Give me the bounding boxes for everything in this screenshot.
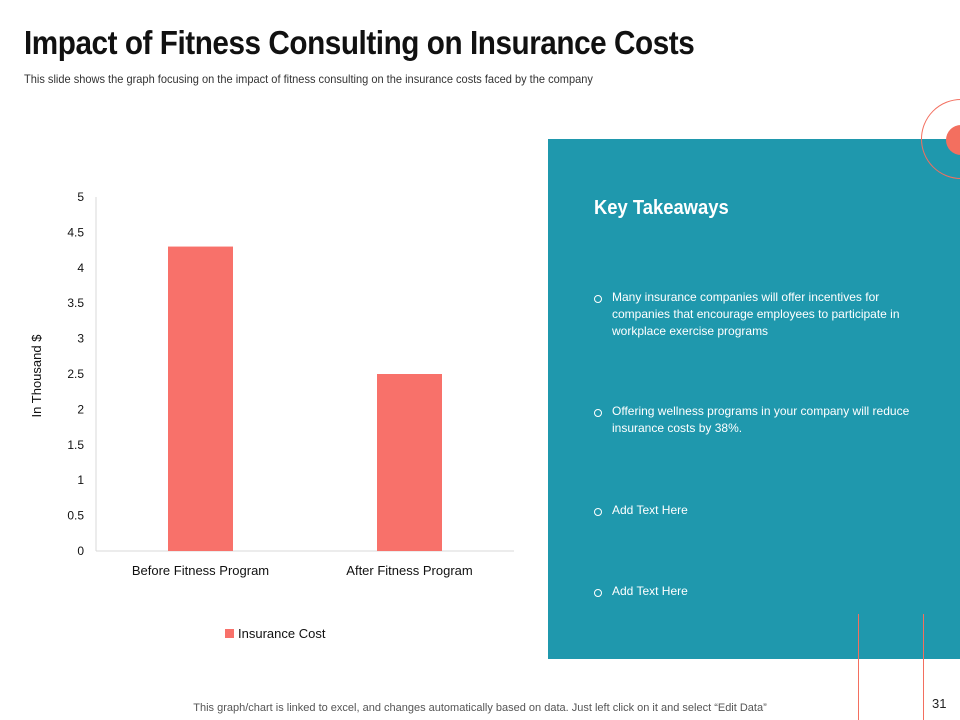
decorative-line [923,614,924,720]
takeaway-item: Offering wellness programs in your compa… [594,403,924,437]
takeaway-text: Offering wellness programs in your compa… [612,404,910,435]
y-tick-label: 2 [77,402,84,416]
insurance-cost-bar-chart[interactable]: 0 0.5 1 1.5 2 2.5 3 3.5 4 4.5 5 In Thousand $ Before… [0,180,530,660]
decorative-line [858,614,859,720]
y-tick-label: 4.5 [67,225,84,239]
y-tick-label: 1.5 [67,438,84,452]
decorative-dot [946,125,960,155]
y-tick-label: 0 [77,544,84,558]
bar [377,374,442,551]
y-tick-label: 4 [77,261,84,275]
y-tick-label: 3.5 [67,296,84,310]
y-tick-label: 0.5 [67,509,84,523]
panel-title: Key Takeaways [594,197,729,219]
bullet-icon [594,589,602,597]
footer-note: This graph/chart is linked to excel, and… [193,702,767,714]
page-number: 31 [932,696,947,711]
slide-title: Impact of Fitness Consulting on Insuranc… [24,24,695,61]
y-tick-label: 5 [77,190,84,204]
y-tick-label: 1 [77,473,84,487]
takeaway-text: Add Text Here [612,503,688,517]
bullet-icon [594,295,602,303]
legend-swatch [225,629,234,638]
takeaway-item: Add Text Here [594,583,924,600]
y-tick-label: 2.5 [67,367,84,381]
y-tick-label: 3 [77,332,84,346]
bullet-icon [594,409,602,417]
takeaway-text: Many insurance companies will offer ince… [612,290,900,338]
takeaway-text: Add Text Here [612,584,688,598]
x-tick-label: After Fitness Program [346,563,472,578]
slide-subtitle: This slide shows the graph focusing on t… [24,72,593,86]
key-takeaways-panel: Key Takeaways Many insurance companies w… [548,139,960,659]
takeaway-item: Add Text Here [594,502,924,519]
bar [168,246,233,551]
legend-label: Insurance Cost [238,626,326,641]
x-tick-label: Before Fitness Program [132,563,269,578]
y-axis-title: In Thousand $ [29,334,44,418]
takeaway-item: Many insurance companies will offer ince… [594,289,924,340]
bullet-icon [594,508,602,516]
